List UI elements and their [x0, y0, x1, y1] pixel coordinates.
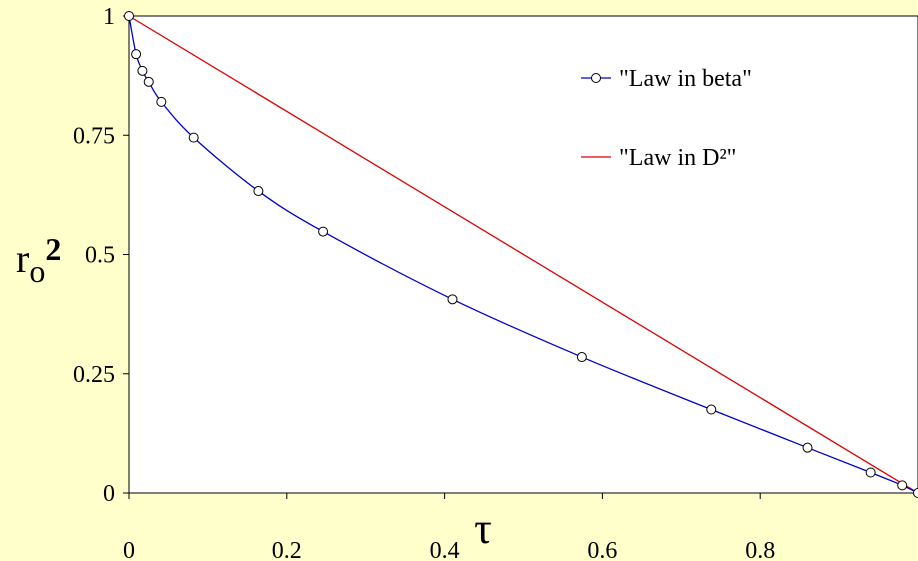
data-point-marker — [802, 442, 813, 453]
data-point-marker — [124, 11, 134, 21]
x-axis: 0 0.2 0.4 0.6 0.8 — [123, 493, 775, 561]
legend-label: "Law in beta" — [619, 66, 752, 92]
y-axis: 0 0.25 0.5 0.75 1 — [73, 4, 129, 507]
data-point-marker — [576, 352, 587, 363]
legend-label: "Law in D²" — [619, 145, 736, 171]
y-axis-title-superscript: 2 — [45, 231, 61, 267]
legend-marker — [591, 73, 601, 83]
data-point-marker — [913, 488, 918, 498]
data-point-marker — [447, 294, 458, 305]
y-tick-label: 0 — [103, 481, 115, 507]
y-tick-label: 0.25 — [73, 362, 115, 388]
data-point-marker — [131, 49, 142, 60]
data-point-marker — [865, 467, 876, 478]
y-tick-label: 0.5 — [85, 243, 115, 269]
y-tick-label: 0.75 — [73, 123, 115, 149]
data-point-marker — [253, 186, 264, 197]
y-axis-title-subscript: o — [29, 253, 45, 289]
data-point-marker — [318, 226, 329, 237]
data-point-marker — [156, 96, 167, 107]
data-point-marker — [706, 404, 717, 415]
y-tick-label: 1 — [103, 4, 115, 30]
data-point-marker — [188, 132, 199, 143]
x-tick-label: 0 — [123, 538, 135, 561]
series-layer — [124, 11, 918, 498]
x-axis-title: τ — [474, 504, 492, 553]
series-line-law-in-d2 — [128, 15, 918, 494]
legend: "Law in beta" "Law in D²" — [581, 66, 752, 171]
data-point-marker — [137, 65, 148, 76]
data-point-marker — [143, 76, 154, 87]
y-axis-title: ro2 — [16, 231, 61, 289]
x-tick-label: 0.2 — [272, 538, 302, 561]
x-tick-label: 0.6 — [587, 538, 617, 561]
x-tick-label: 0.8 — [745, 538, 775, 561]
x-tick-label: 0.4 — [430, 538, 460, 561]
y-axis-title-main: r — [16, 236, 29, 281]
data-point-marker — [897, 480, 908, 491]
